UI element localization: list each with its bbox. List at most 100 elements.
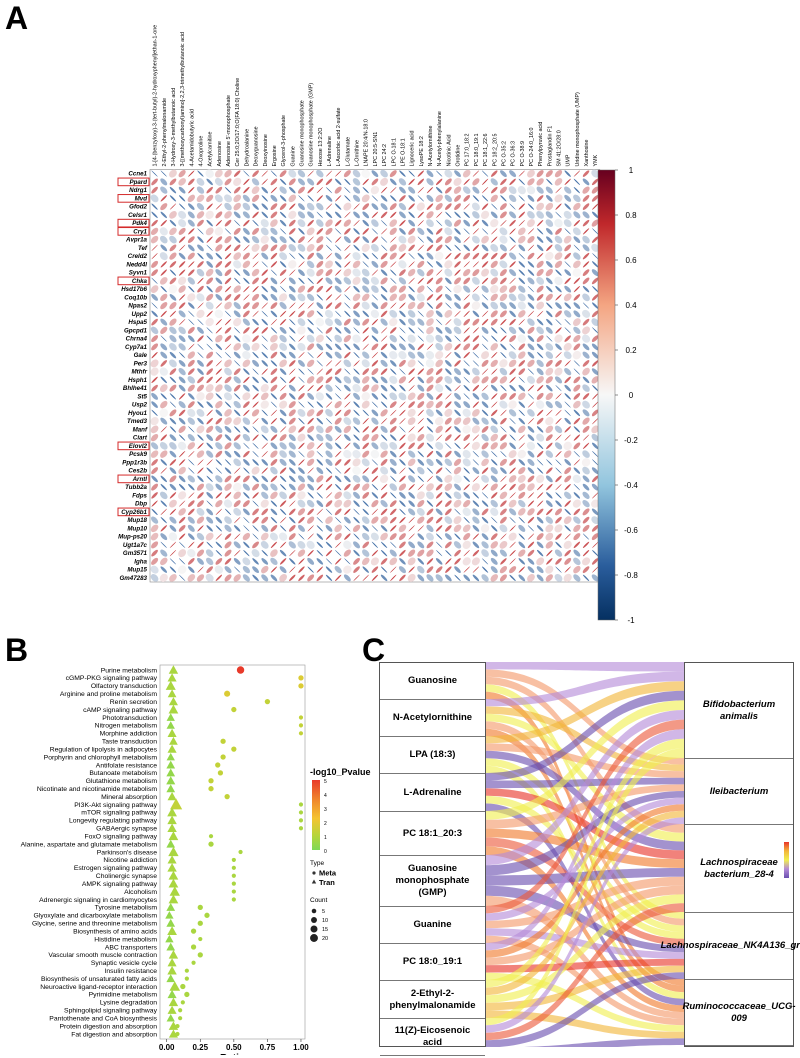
correlation-ellipse xyxy=(537,459,544,466)
correlation-ellipse xyxy=(224,252,232,260)
correlation-ellipse xyxy=(353,549,360,557)
correlation-ellipse xyxy=(279,178,287,186)
correlation-ellipse xyxy=(325,409,333,417)
correlation-ellipse xyxy=(417,426,424,433)
column-label: Ergosine xyxy=(272,145,278,166)
correlation-ellipse xyxy=(289,566,296,573)
correlation-ellipse xyxy=(261,195,268,202)
correlation-ellipse xyxy=(160,351,168,359)
correlation-ellipse xyxy=(591,376,599,384)
correlation-ellipse xyxy=(178,195,186,202)
correlation-ellipse xyxy=(572,350,582,360)
correlation-ellipse xyxy=(444,260,453,269)
correlation-ellipse xyxy=(408,186,416,194)
correlation-ellipse xyxy=(343,409,351,417)
correlation-ellipse xyxy=(536,474,545,484)
correlation-ellipse xyxy=(243,442,250,450)
correlation-ellipse xyxy=(573,285,581,293)
correlation-ellipse xyxy=(536,508,544,516)
correlation-ellipse xyxy=(472,327,480,334)
meta-circle-marker xyxy=(298,826,304,831)
correlation-ellipse xyxy=(243,277,250,285)
correlation-ellipse xyxy=(408,541,416,549)
correlation-ellipse xyxy=(362,376,370,384)
correlation-ellipse xyxy=(582,541,590,549)
correlation-ellipse xyxy=(297,549,306,557)
row-label: Mthfr xyxy=(132,369,148,376)
correlation-ellipse xyxy=(160,376,167,384)
correlation-ellipse xyxy=(454,294,461,301)
correlation-ellipse xyxy=(169,558,177,565)
correlation-ellipse xyxy=(435,194,443,203)
correlation-ellipse xyxy=(233,574,241,582)
correlation-ellipse xyxy=(499,442,508,450)
correlation-ellipse xyxy=(371,475,379,483)
correlation-ellipse xyxy=(224,533,232,540)
correlation-ellipse xyxy=(435,500,443,507)
correlation-ellipse xyxy=(371,566,379,573)
row-label: Gm47283 xyxy=(119,575,147,582)
alluvial-flow xyxy=(484,738,684,988)
correlation-ellipse xyxy=(380,574,388,582)
correlation-ellipse xyxy=(380,393,388,400)
column-label: Adenosine xyxy=(217,141,223,166)
correlation-ellipse xyxy=(169,566,177,573)
correlation-ellipse xyxy=(362,252,369,260)
correlation-ellipse xyxy=(206,425,214,433)
row-label: Hyou1 xyxy=(128,410,147,417)
correlation-ellipse xyxy=(224,558,232,565)
correlation-ellipse xyxy=(518,524,526,532)
correlation-ellipse xyxy=(582,400,590,409)
correlation-ellipse xyxy=(536,195,544,202)
correlation-ellipse xyxy=(224,228,232,235)
correlation-ellipse xyxy=(426,524,434,532)
correlation-ellipse xyxy=(573,549,581,557)
meta-circle-marker xyxy=(298,675,304,681)
correlation-ellipse xyxy=(454,426,461,433)
correlation-ellipse xyxy=(178,236,186,243)
correlation-ellipse xyxy=(343,565,352,574)
correlation-ellipse xyxy=(197,442,204,450)
correlation-ellipse xyxy=(426,491,434,500)
correlation-ellipse xyxy=(325,170,333,177)
correlation-ellipse xyxy=(224,202,232,211)
row-label: Ces2b xyxy=(128,468,147,475)
correlation-ellipse xyxy=(252,277,259,285)
column-label: Deoxyguanosine xyxy=(254,126,260,166)
correlation-ellipse xyxy=(297,433,306,442)
correlation-ellipse xyxy=(160,178,168,186)
correlation-ellipse xyxy=(555,475,562,483)
correlation-ellipse xyxy=(499,458,507,466)
correlation-ellipse xyxy=(426,211,434,219)
meta-circle-marker xyxy=(197,904,203,911)
correlation-ellipse xyxy=(279,467,287,474)
correlation-ellipse xyxy=(316,401,324,408)
correlation-ellipse xyxy=(335,170,342,177)
correlation-ellipse xyxy=(234,549,241,557)
correlation-ellipse xyxy=(288,351,296,359)
correlation-ellipse xyxy=(233,294,241,301)
correlation-ellipse xyxy=(527,541,535,549)
correlation-ellipse xyxy=(481,368,489,375)
correlation-ellipse xyxy=(279,525,287,532)
correlation-ellipse xyxy=(435,244,443,252)
correlation-ellipse xyxy=(197,219,204,227)
correlation-ellipse xyxy=(270,566,278,573)
correlation-ellipse xyxy=(279,252,288,261)
correlation-ellipse xyxy=(352,376,361,384)
correlation-ellipse xyxy=(417,236,424,243)
correlation-ellipse xyxy=(390,327,397,334)
correlation-ellipse xyxy=(398,483,407,491)
correlation-ellipse xyxy=(390,368,397,375)
correlation-ellipse xyxy=(178,393,186,400)
correlation-ellipse xyxy=(316,310,323,318)
correlation-ellipse xyxy=(536,343,544,351)
correlation-ellipse xyxy=(224,261,232,268)
correlation-ellipse xyxy=(197,475,204,483)
correlation-ellipse xyxy=(545,541,554,549)
correlation-ellipse xyxy=(352,475,361,483)
correlation-ellipse xyxy=(242,211,250,219)
correlation-ellipse xyxy=(169,516,177,524)
correlation-ellipse xyxy=(178,417,186,425)
correlation-ellipse xyxy=(214,169,223,178)
